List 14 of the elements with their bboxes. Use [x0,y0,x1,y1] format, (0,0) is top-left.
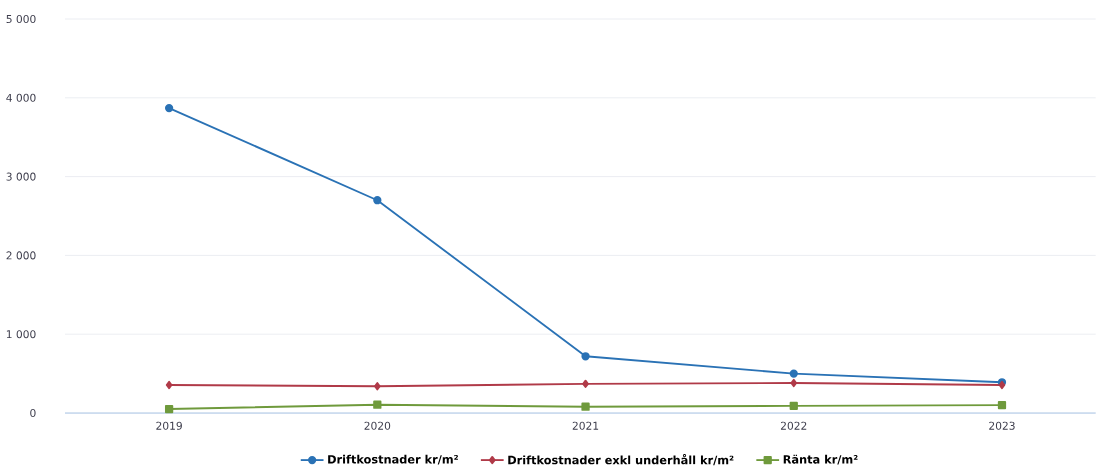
legend-label: Driftkostnader exkl underhåll kr/m² [508,454,734,466]
y-tick-label: 0 [30,408,36,418]
y-tick-label: 1 000 [6,330,36,339]
x-tick-label: 2023 [989,421,1015,430]
legend-label: Driftkostnader kr/m² [328,454,458,465]
y-tick-label: 2 000 [6,251,36,260]
x-tick-label: 2020 [364,421,391,430]
x-tick-label: 2021 [572,421,599,430]
legend-label: Ränta kr/m² [783,454,858,465]
y-tick-label: 5 000 [6,14,36,24]
x-tick-label: 2019 [156,421,182,430]
y-tick-label: 3 000 [6,172,36,181]
x-tick-label: 2022 [780,421,807,430]
y-tick-label: 4 000 [6,93,36,102]
